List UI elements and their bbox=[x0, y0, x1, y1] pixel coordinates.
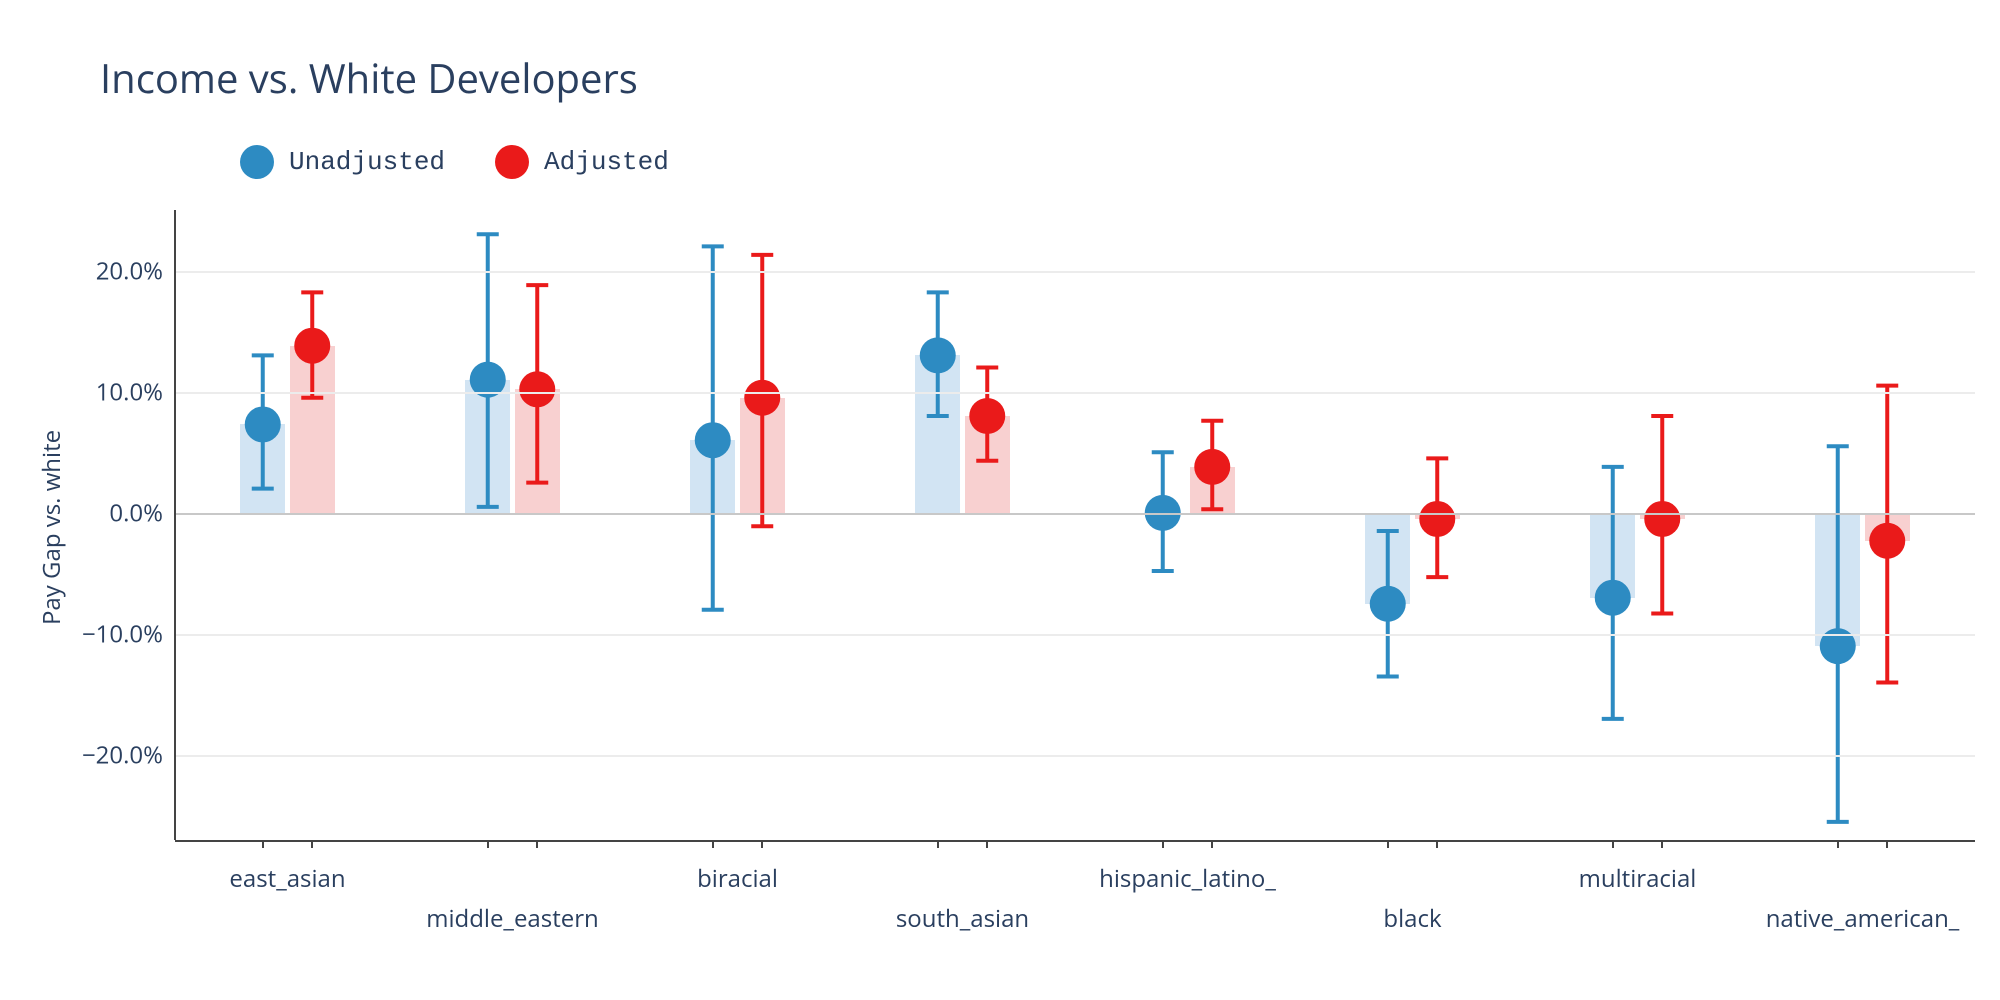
x-tick-label: multiracial bbox=[1579, 862, 1697, 895]
x-tick-mark bbox=[487, 840, 489, 848]
x-tick-mark bbox=[1886, 840, 1888, 848]
bar[interactable] bbox=[1190, 467, 1235, 513]
x-tick-mark bbox=[1211, 840, 1213, 848]
plot-area bbox=[175, 210, 1975, 840]
y-tick-label: 20.0% bbox=[0, 254, 175, 287]
point-marker[interactable] bbox=[1419, 501, 1455, 537]
bar[interactable] bbox=[290, 346, 335, 513]
x-tick-mark bbox=[536, 840, 538, 848]
bar[interactable] bbox=[1815, 513, 1860, 646]
bar[interactable] bbox=[740, 398, 785, 513]
bar[interactable] bbox=[915, 355, 960, 513]
bar[interactable] bbox=[965, 416, 1010, 513]
x-tick-label: east_asian bbox=[229, 862, 345, 895]
gridline bbox=[175, 634, 1975, 636]
bar[interactable] bbox=[1865, 513, 1910, 541]
x-tick-mark bbox=[761, 840, 763, 848]
y-tick-label: 10.0% bbox=[0, 375, 175, 408]
bar[interactable] bbox=[1590, 513, 1635, 598]
x-tick-mark bbox=[986, 840, 988, 848]
x-tick-mark bbox=[1436, 840, 1438, 848]
gridline bbox=[175, 271, 1975, 273]
x-tick-label: middle_eastern bbox=[426, 902, 599, 935]
x-tick-label: south_asian bbox=[896, 902, 1029, 935]
x-tick-label: biracial bbox=[697, 862, 778, 895]
x-axis-line bbox=[175, 840, 1975, 842]
x-tick-mark bbox=[311, 840, 313, 848]
bar[interactable] bbox=[515, 389, 560, 513]
bar[interactable] bbox=[465, 380, 510, 513]
y-tick-label: 0.0% bbox=[0, 496, 175, 529]
x-tick-mark bbox=[1387, 840, 1389, 848]
x-tick-label: native_american_ bbox=[1766, 902, 1960, 935]
gridline bbox=[175, 755, 1975, 757]
x-tick-mark bbox=[1661, 840, 1663, 848]
chart-container: Income vs. White Developers Unadjusted A… bbox=[0, 0, 2000, 1000]
x-tick-mark bbox=[262, 840, 264, 848]
legend-item-unadjusted[interactable]: Unadjusted bbox=[240, 145, 445, 179]
legend: Unadjusted Adjusted bbox=[240, 145, 669, 179]
bar[interactable] bbox=[1365, 513, 1410, 604]
y-tick-label: −10.0% bbox=[0, 618, 175, 651]
y-tick-label: −20.0% bbox=[0, 739, 175, 772]
x-tick-mark bbox=[1612, 840, 1614, 848]
x-tick-mark bbox=[937, 840, 939, 848]
x-tick-mark bbox=[1162, 840, 1164, 848]
point-marker[interactable] bbox=[1644, 501, 1680, 537]
bar[interactable] bbox=[240, 424, 285, 512]
gridline bbox=[175, 513, 1975, 515]
x-tick-mark bbox=[1837, 840, 1839, 848]
chart-title: Income vs. White Developers bbox=[100, 50, 638, 105]
legend-label-adjusted: Adjusted bbox=[544, 147, 669, 177]
legend-dot-adjusted bbox=[495, 145, 529, 179]
bar[interactable] bbox=[690, 440, 735, 513]
x-tick-label: hispanic_latino_ bbox=[1099, 862, 1276, 895]
legend-label-unadjusted: Unadjusted bbox=[289, 147, 445, 177]
gridline bbox=[175, 392, 1975, 394]
legend-dot-unadjusted bbox=[240, 145, 274, 179]
legend-item-adjusted[interactable]: Adjusted bbox=[495, 145, 669, 179]
x-tick-mark bbox=[712, 840, 714, 848]
x-tick-label: black bbox=[1383, 902, 1441, 935]
chart-overlay bbox=[175, 210, 1975, 840]
